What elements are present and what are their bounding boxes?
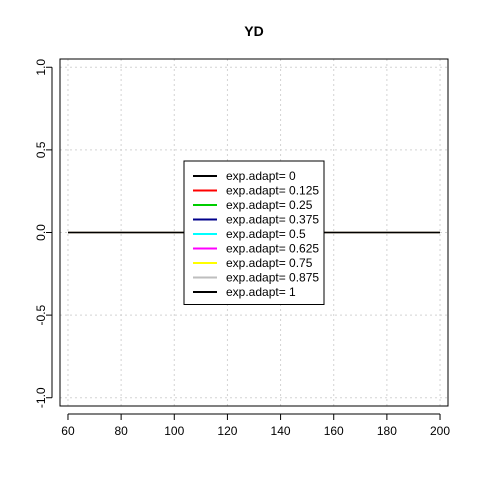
x-tick-label: 140 [271, 424, 291, 438]
axes: 60 80 100 120 140 160 180 200 -1.0 -0.5 0.0 0.5 1.0 [34, 59, 450, 438]
legend-label: exp.adapt= 0.375 [226, 213, 319, 227]
legend-label: exp.adapt= 0 [226, 169, 296, 183]
x-tick-label: 80 [114, 424, 128, 438]
y-tick-label: -0.5 [34, 304, 48, 325]
x-tick-label: 180 [377, 424, 397, 438]
legend-box [183, 160, 325, 305]
plot-frame [59, 58, 449, 407]
legend-label: exp.adapt= 0.625 [226, 242, 319, 256]
legend-label: exp.adapt= 0.25 [226, 198, 313, 212]
x-tick-label: 200 [430, 424, 450, 438]
x-tick-label: 120 [217, 424, 237, 438]
y-tick-label: 0.5 [34, 141, 48, 158]
y-tick-label: 1.0 [34, 59, 48, 76]
x-tick-label: 60 [61, 424, 75, 438]
x-tick-label: 100 [164, 424, 184, 438]
legend-label: exp.adapt= 0.125 [226, 184, 319, 198]
legend-label: exp.adapt= 0.5 [226, 227, 306, 241]
y-tick-label: 0.0 [34, 224, 48, 241]
y-tick-label: -1.0 [34, 387, 48, 408]
x-tick-label: 160 [324, 424, 344, 438]
legend-label: exp.adapt= 0.875 [226, 271, 319, 285]
legend-label: exp.adapt= 0.75 [226, 256, 313, 270]
legend-label: exp.adapt= 1 [226, 285, 296, 299]
chart-title: YD [244, 23, 263, 39]
